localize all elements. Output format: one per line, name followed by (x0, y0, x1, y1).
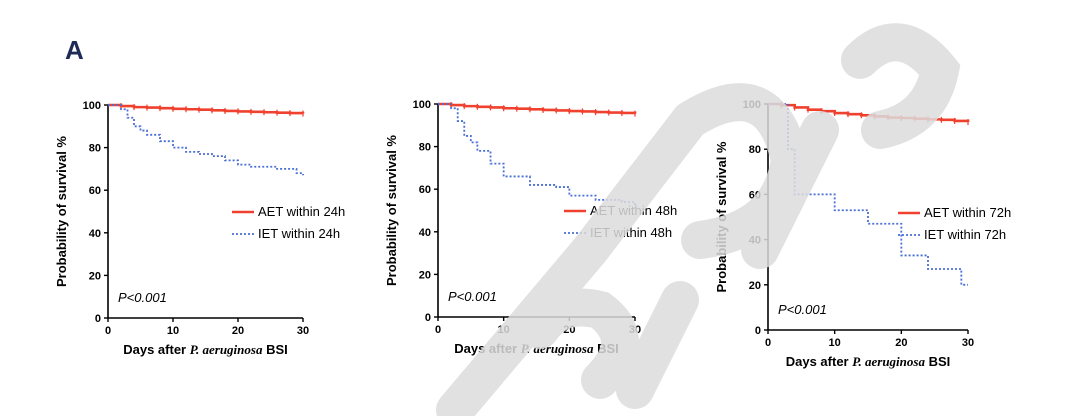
x-label-italic: P. aeruginosa (521, 341, 594, 356)
p-value-annotation: P<0.001 (118, 290, 167, 305)
legend-label: AET within 48h (590, 203, 677, 218)
y-tick-label: 60 (419, 184, 431, 196)
y-tick-label: 0 (755, 325, 761, 337)
y-tick-label: 40 (89, 228, 101, 240)
y-tick-label: 0 (95, 313, 101, 325)
legend-label: IET within 72h (924, 227, 1006, 242)
x-tick-label: 0 (765, 337, 771, 349)
y-tick-label: 20 (419, 269, 431, 281)
y-tick-label: 20 (749, 280, 761, 292)
y-tick-label: 60 (749, 189, 761, 201)
series-line-aet (108, 103, 305, 115)
legend-label: AET within 72h (924, 205, 1011, 220)
y-tick-label: 40 (419, 227, 431, 239)
x-tick-label: 30 (629, 324, 641, 336)
p-value-annotation: P<0.001 (448, 289, 497, 304)
series-line-aet (438, 102, 637, 115)
series-line-iet (108, 104, 304, 176)
x-label-pre: Days after (454, 341, 520, 356)
x-tick-label: 10 (829, 337, 841, 349)
x-axis-label: Days after P. aeruginosa BSI (454, 341, 619, 356)
y-tick-label: 0 (425, 312, 431, 324)
y-tick-label: 100 (413, 99, 431, 111)
y-tick-label: 80 (89, 143, 101, 155)
series-line-aet (768, 102, 970, 123)
y-axis-label: Probability of survival % (384, 135, 399, 286)
y-axis-label: Probability of survival % (54, 136, 69, 287)
series-line-iet (438, 103, 636, 211)
series-line-iet (768, 103, 968, 286)
x-label-italic: P. aeruginosa (852, 354, 925, 369)
p-value-annotation: P<0.001 (778, 302, 827, 317)
x-tick-label: 20 (895, 337, 907, 349)
y-tick-label: 60 (89, 185, 101, 197)
chart-panel-2: 0 20 40 60 80 100 0 10 20 30 Probability of surviv… (384, 99, 677, 356)
x-label-pre: Days after (123, 342, 189, 357)
x-tick-label: 20 (563, 324, 575, 336)
x-tick-label: 20 (232, 325, 244, 337)
panel-letter: A (65, 35, 84, 65)
x-label-italic: P. aeruginosa (190, 342, 263, 357)
y-tick-label: 20 (89, 270, 101, 282)
y-axis-label: Probability of survival % (714, 141, 729, 292)
x-label-post: BSI (925, 354, 950, 369)
y-tick-label: 100 (83, 100, 101, 112)
legend-label: IET within 48h (590, 225, 672, 240)
y-tick-label: 100 (743, 99, 761, 111)
chart-panel-3: 0 20 40 60 80 100 0 10 20 30 Probability of surviv… (714, 99, 1011, 369)
y-tick-label: 80 (749, 144, 761, 156)
x-axis-label: Days after P. aeruginosa BSI (786, 354, 951, 369)
x-label-pre: Days after (786, 354, 852, 369)
chart-panel-1: 0 20 40 60 80 100 0 10 20 30 Probability of surviv… (54, 100, 345, 357)
y-tick-label: 80 (419, 142, 431, 154)
legend-label: AET within 24h (258, 204, 345, 219)
x-tick-label: 0 (105, 325, 111, 337)
legend-label: IET within 24h (258, 226, 340, 241)
x-label-post: BSI (593, 341, 618, 356)
x-tick-label: 10 (167, 325, 179, 337)
x-tick-label: 30 (297, 325, 309, 337)
x-axis-label: Days after P. aeruginosa BSI (123, 342, 288, 357)
x-tick-label: 10 (498, 324, 510, 336)
y-tick-label: 40 (749, 235, 761, 247)
x-tick-label: 30 (962, 337, 974, 349)
x-tick-label: 0 (435, 324, 441, 336)
x-label-post: BSI (262, 342, 287, 357)
